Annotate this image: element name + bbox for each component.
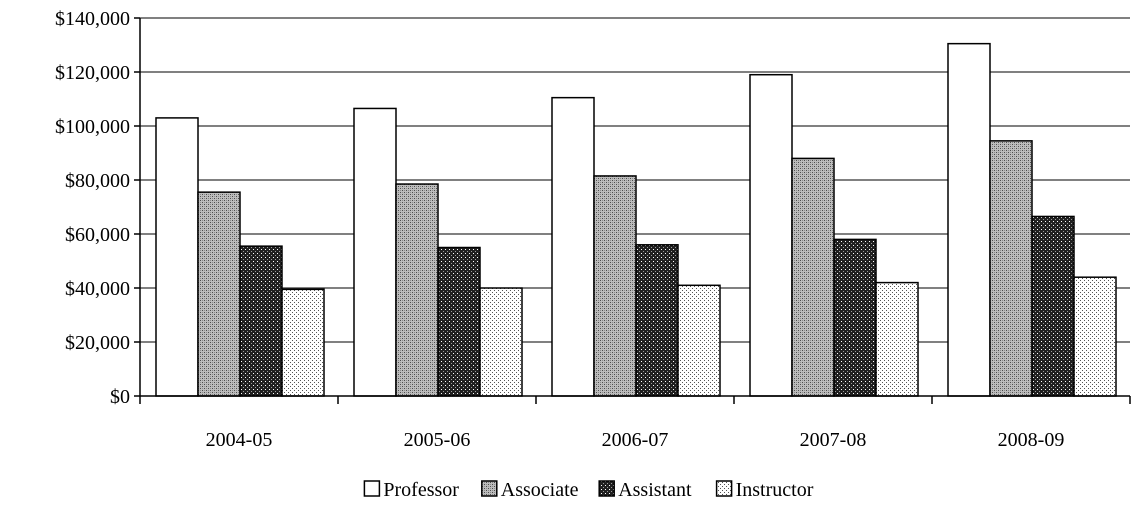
legend-swatch [363,480,381,497]
bar-associate-2005-06 [395,183,439,397]
legend-label: Associate [501,479,579,501]
bar-instructor-2008-09 [1073,276,1117,397]
bar-instructor-2007-08 [875,281,919,397]
x-tick-label: 2005-06 [404,429,471,451]
axes: $0 $20,000 $40,000 $60,000 $80,000 $100,000 $1… [55,8,1131,451]
legend-swatch [715,480,733,497]
x-tick-label: 2008-09 [998,429,1065,451]
x-tick-label: 2006-07 [602,429,669,451]
legend-item-assistant: Assistant [598,479,692,501]
y-tick-label: $40,000 [65,278,130,300]
bar-associate-2007-08 [791,157,835,397]
y-tick-label: $120,000 [55,62,130,84]
bar-instructor-2005-06 [479,287,523,397]
legend-label: Instructor [736,479,814,501]
y-tick-label: $20,000 [65,332,130,354]
bars [155,42,1117,397]
y-tick-label: $140,000 [55,8,130,30]
x-tick-label: 2004-05 [206,429,273,451]
y-tick-label: $80,000 [65,170,130,192]
bar-assistant-2006-07 [635,244,679,397]
bar-professor-2008-09 [947,42,991,397]
bar-associate-2008-09 [989,140,1033,397]
bar-assistant-2005-06 [437,246,481,397]
y-tick-label: $0 [110,386,130,408]
bar-assistant-2008-09 [1031,215,1075,397]
bar-professor-2005-06 [353,107,397,397]
legend-item-instructor: Instructor [715,479,814,501]
y-tick-label: $100,000 [55,116,130,138]
legend-label: Professor [383,479,459,501]
bar-professor-2007-08 [749,73,793,397]
legend-swatch [481,480,498,497]
bar-instructor-2004-05 [281,288,325,397]
legend-swatch [598,480,615,497]
x-tick-label: 2007-08 [800,429,867,451]
y-tick-label: $60,000 [65,224,130,246]
legend-item-professor: Professor [363,479,459,501]
bar-professor-2004-05 [155,117,199,397]
legend: Professor Associate Assistant Instructor [363,479,814,501]
bar-associate-2004-05 [197,191,241,397]
bar-instructor-2006-07 [677,284,721,397]
legend-item-associate: Associate [481,479,579,501]
bar-assistant-2004-05 [239,245,283,397]
bar-professor-2006-07 [551,96,595,397]
legend-label: Assistant [618,479,692,501]
bar-associate-2006-07 [593,175,637,397]
bar-assistant-2007-08 [833,238,877,397]
